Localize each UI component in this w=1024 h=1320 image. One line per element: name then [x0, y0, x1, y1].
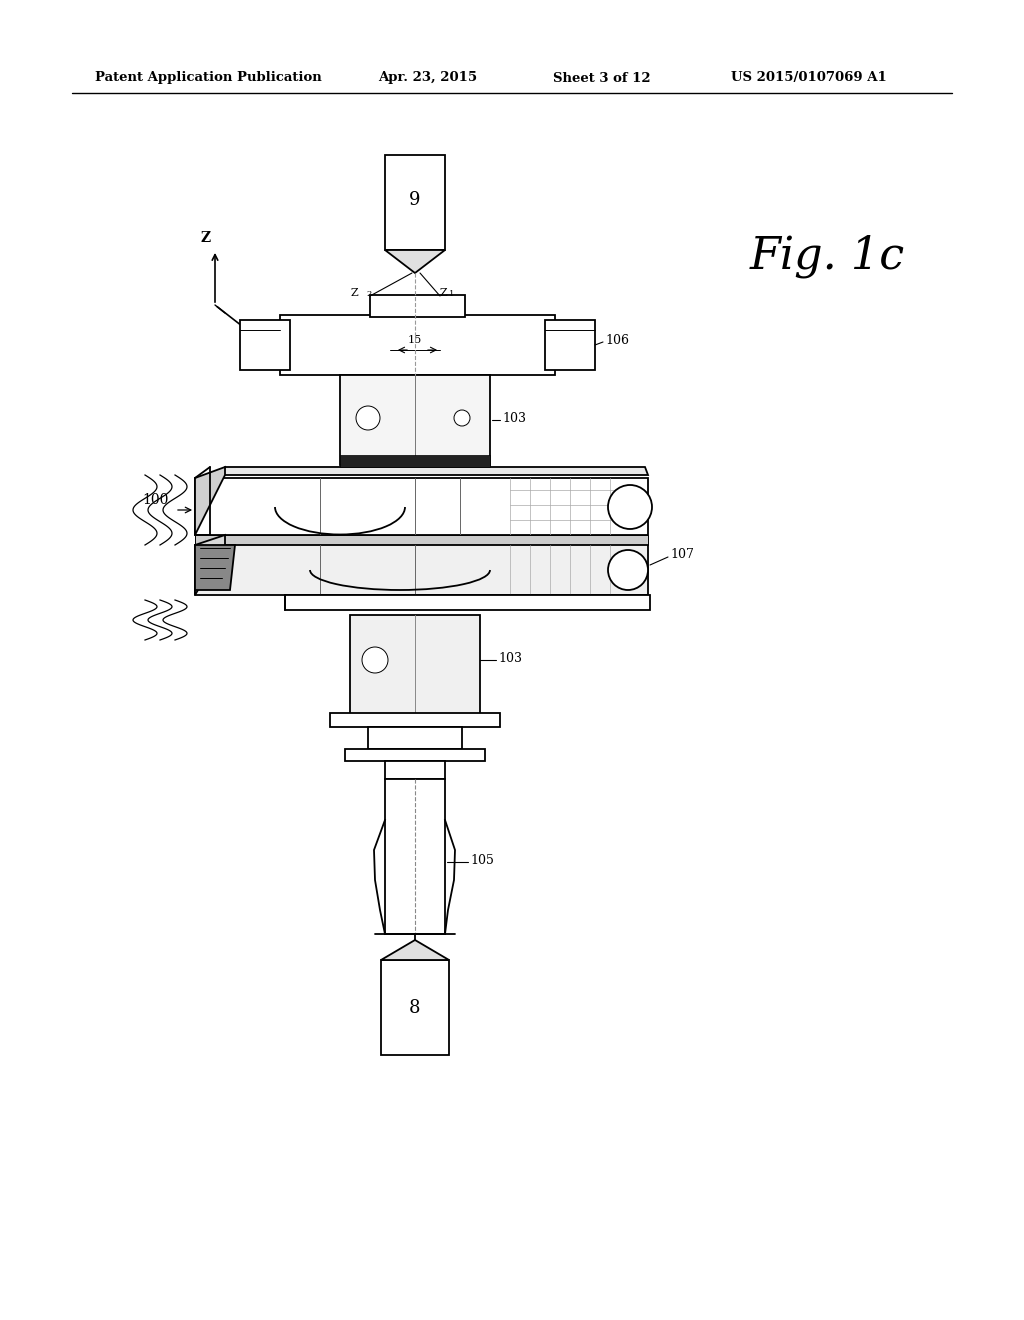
Text: Z: Z — [440, 288, 447, 298]
Text: Sheet 3 of 12: Sheet 3 of 12 — [553, 71, 650, 84]
Text: Z: Z — [201, 231, 211, 246]
Polygon shape — [285, 595, 650, 610]
Text: 2: 2 — [366, 290, 372, 298]
Text: 15: 15 — [408, 335, 422, 345]
Bar — [240, 319, 290, 370]
Bar — [345, 748, 485, 762]
Circle shape — [454, 411, 470, 426]
Bar — [330, 713, 500, 727]
Polygon shape — [195, 545, 234, 590]
Text: Apr. 23, 2015: Apr. 23, 2015 — [378, 71, 477, 84]
Circle shape — [362, 647, 388, 673]
Bar — [340, 375, 490, 465]
Bar — [350, 615, 480, 715]
Text: 106: 106 — [605, 334, 629, 346]
Circle shape — [356, 407, 380, 430]
Text: X: X — [265, 343, 274, 356]
Text: 105: 105 — [470, 854, 494, 866]
Text: 8: 8 — [410, 999, 421, 1016]
Bar — [385, 762, 445, 779]
Bar — [280, 315, 555, 375]
Bar — [385, 779, 445, 935]
Polygon shape — [195, 535, 648, 545]
Text: 9: 9 — [410, 191, 421, 209]
Text: Patent Application Publication: Patent Application Publication — [95, 71, 322, 84]
Text: 107: 107 — [670, 549, 694, 561]
Text: Fig. 1c: Fig. 1c — [750, 235, 905, 279]
Text: Z: Z — [350, 288, 358, 298]
Bar — [370, 294, 465, 317]
Text: 103: 103 — [498, 652, 522, 664]
Polygon shape — [195, 545, 648, 595]
Bar — [545, 319, 595, 370]
Text: 100: 100 — [141, 492, 168, 507]
Bar — [385, 154, 445, 249]
Polygon shape — [195, 478, 648, 535]
Bar — [368, 727, 462, 748]
Polygon shape — [222, 467, 648, 475]
Polygon shape — [381, 940, 449, 960]
Circle shape — [608, 484, 652, 529]
Bar — [340, 455, 490, 467]
Polygon shape — [385, 249, 445, 273]
Polygon shape — [195, 535, 225, 595]
Polygon shape — [195, 467, 225, 535]
Circle shape — [608, 550, 648, 590]
Text: 1: 1 — [449, 290, 455, 298]
Bar — [381, 960, 449, 1055]
Text: 103: 103 — [502, 412, 526, 425]
Text: US 2015/0107069 A1: US 2015/0107069 A1 — [731, 71, 887, 84]
